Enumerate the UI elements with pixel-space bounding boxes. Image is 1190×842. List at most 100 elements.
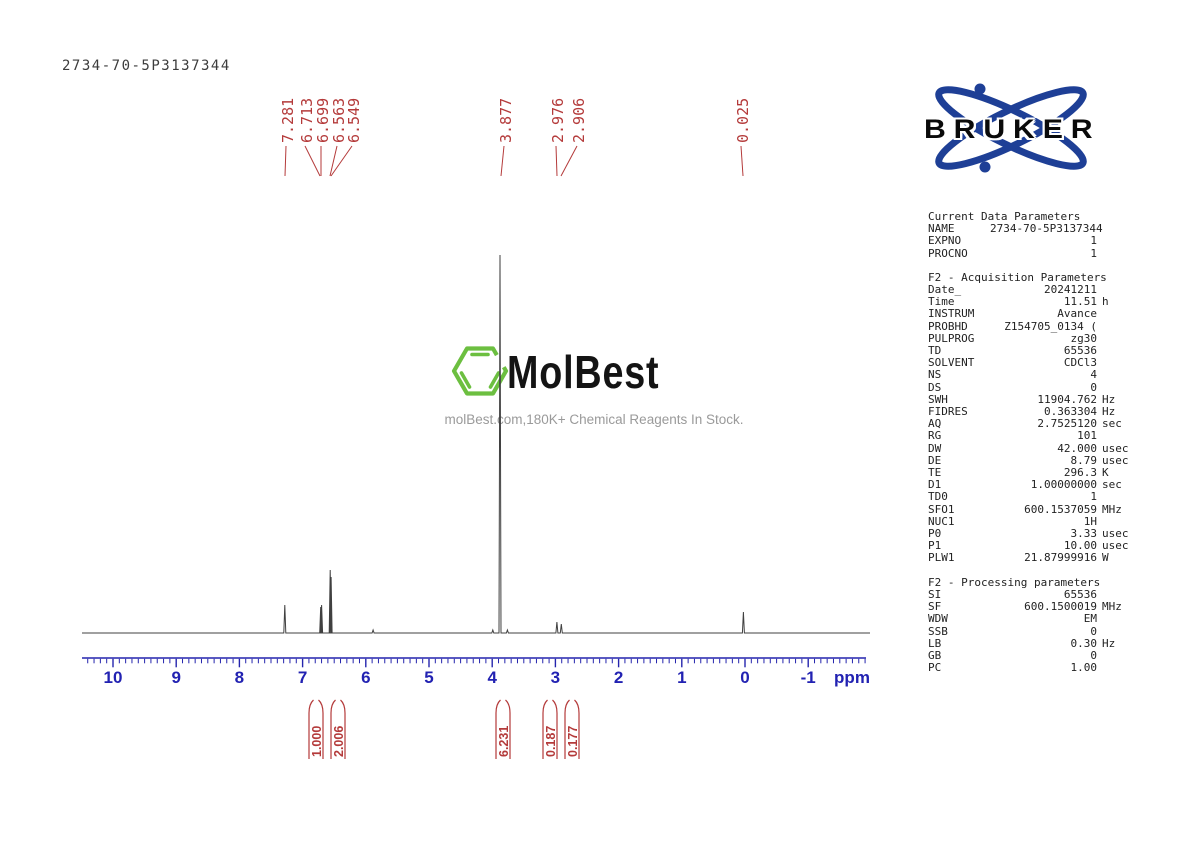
param-value: 65536 bbox=[1063, 344, 1097, 358]
param-name: SWH bbox=[928, 392, 948, 406]
param-section-title: F2 - Acquisition Parameters bbox=[928, 270, 1107, 284]
param-row: NS 4 bbox=[928, 369, 1138, 381]
param-row: FIDRES 0.363304 Hz bbox=[928, 405, 1138, 419]
param-value: 0 bbox=[1090, 624, 1097, 638]
axis-tick-label: 7 bbox=[297, 668, 308, 687]
param-value: 1 bbox=[1090, 234, 1097, 248]
param-row: Time 11.51 h bbox=[928, 296, 1138, 308]
param-value: 11904.762 bbox=[1037, 392, 1097, 406]
param-name: NAME bbox=[928, 222, 955, 236]
param-unit: MHz bbox=[1102, 600, 1122, 614]
param-name: SFO1 bbox=[928, 502, 955, 516]
param-value: 0.30 bbox=[1070, 636, 1098, 650]
peak-leader-line bbox=[284, 145, 287, 177]
param-row: INSTRUM Avance bbox=[928, 308, 1138, 320]
param-value: 600.1500019 bbox=[1024, 600, 1097, 614]
param-name: TE bbox=[928, 466, 942, 480]
param-value: 2734-70-5P3137344 bbox=[990, 222, 1103, 236]
param-name: DE bbox=[928, 453, 942, 467]
param-row: SFO1 600.1537059 MHz bbox=[928, 502, 1138, 516]
param-value: 65536 bbox=[1063, 587, 1097, 601]
param-row: DS 0 bbox=[928, 380, 1138, 394]
param-name: SOLVENT bbox=[928, 356, 975, 370]
bruker-wordmark: BRUKER bbox=[924, 114, 1101, 144]
param-name: SF bbox=[928, 600, 942, 614]
param-unit bbox=[1097, 235, 1138, 247]
param-unit: W bbox=[1102, 551, 1109, 565]
peak-shift-label: 6.549 bbox=[345, 97, 363, 143]
param-name: PULPROG bbox=[928, 331, 975, 345]
integral-bracket bbox=[505, 699, 511, 759]
param-value: 101 bbox=[1077, 429, 1097, 443]
param-row: GB 0 bbox=[928, 649, 1138, 662]
param-unit: usec bbox=[1102, 539, 1129, 553]
param-name: EXPNO bbox=[928, 234, 962, 248]
param-unit: usec bbox=[1102, 527, 1129, 541]
param-unit: Hz bbox=[1102, 405, 1116, 419]
peak-shift-label: 7.281 bbox=[279, 97, 297, 143]
param-name: AQ bbox=[928, 417, 942, 431]
param-name: RG bbox=[928, 429, 942, 443]
param-unit bbox=[1097, 308, 1138, 320]
param-value: 0 bbox=[1090, 380, 1097, 394]
param-name: WDW bbox=[928, 612, 948, 626]
integral-value-label: 0.177 bbox=[566, 725, 580, 757]
param-unit bbox=[1097, 357, 1138, 369]
axis-tick-label: 5 bbox=[424, 668, 434, 687]
axis-unit-label: ppm bbox=[834, 668, 870, 687]
integral-bracket bbox=[542, 699, 548, 759]
integral-bracket bbox=[552, 699, 558, 759]
param-row: P0 3.33 usec bbox=[928, 527, 1138, 541]
molbest-wordmark: MolBest bbox=[507, 346, 660, 398]
param-row: Date_ 20241211 bbox=[928, 283, 1138, 297]
param-unit bbox=[1097, 491, 1138, 503]
param-row: D1 1.00000000 sec bbox=[928, 479, 1138, 491]
integral-bracket bbox=[574, 699, 580, 759]
param-row: AQ 2.7525120 sec bbox=[928, 418, 1138, 430]
param-section: F2 - Processing parameters SI 65536 SF 600.1… bbox=[928, 575, 1138, 675]
param-unit: Hz bbox=[1102, 392, 1116, 406]
param-section-title: F2 - Processing parameters bbox=[928, 575, 1101, 589]
param-row: NUC1 1H bbox=[928, 515, 1138, 528]
param-value: Avance bbox=[1057, 307, 1097, 321]
axis-tick-label: 2 bbox=[613, 668, 624, 687]
integral-value-label: 2.006 bbox=[332, 725, 346, 757]
param-name: TD0 bbox=[928, 490, 948, 504]
param-row: NAME 2734-70-5P3137344 bbox=[928, 222, 1138, 236]
param-unit: usec bbox=[1102, 453, 1129, 467]
param-unit: sec bbox=[1102, 417, 1122, 431]
param-value: 20241211 bbox=[1044, 283, 1097, 297]
param-value: 10.00 bbox=[1063, 539, 1097, 553]
axis-tick-label: 10 bbox=[103, 668, 123, 687]
bruker-ellipses-icon bbox=[935, 83, 1087, 173]
param-row: RG 101 bbox=[928, 430, 1138, 442]
axis-tick-label: 8 bbox=[234, 668, 245, 687]
param-row: PULPROG zg30 bbox=[928, 331, 1138, 345]
param-value: 1 bbox=[1090, 490, 1097, 504]
axis-tick-label: 9 bbox=[171, 668, 181, 687]
bruker-logo: BRUKER bbox=[918, 83, 1103, 178]
param-unit bbox=[1097, 613, 1138, 625]
param-row: DE 8.79 usec bbox=[928, 453, 1138, 467]
param-value: 1.00000000 bbox=[1030, 478, 1097, 492]
param-value: Z154705_0134 ( bbox=[1004, 319, 1097, 333]
integral-value-label: 0.187 bbox=[544, 725, 558, 757]
param-row: SSB 0 bbox=[928, 624, 1138, 638]
param-row: SWH 11904.762 Hz bbox=[928, 392, 1138, 406]
param-value: 8.79 bbox=[1070, 453, 1098, 467]
param-value: 21.87999916 bbox=[1024, 551, 1097, 565]
axis-tick-label: 0 bbox=[740, 668, 750, 687]
param-name: SI bbox=[928, 587, 942, 601]
param-name: Time bbox=[928, 295, 955, 309]
parameters-panel: Current Data Parameters NAME 2734-70-5P313… bbox=[928, 210, 1138, 686]
sample-id-title: 2734-70-5P3137344 bbox=[62, 58, 231, 74]
param-row: P1 10.00 usec bbox=[928, 540, 1138, 552]
peak-leader-line bbox=[329, 145, 338, 177]
integral-bracket bbox=[564, 699, 570, 759]
param-unit: Hz bbox=[1102, 636, 1116, 650]
param-unit bbox=[1097, 626, 1138, 638]
param-section-title: Current Data Parameters bbox=[928, 210, 1081, 223]
param-unit: h bbox=[1102, 295, 1109, 309]
